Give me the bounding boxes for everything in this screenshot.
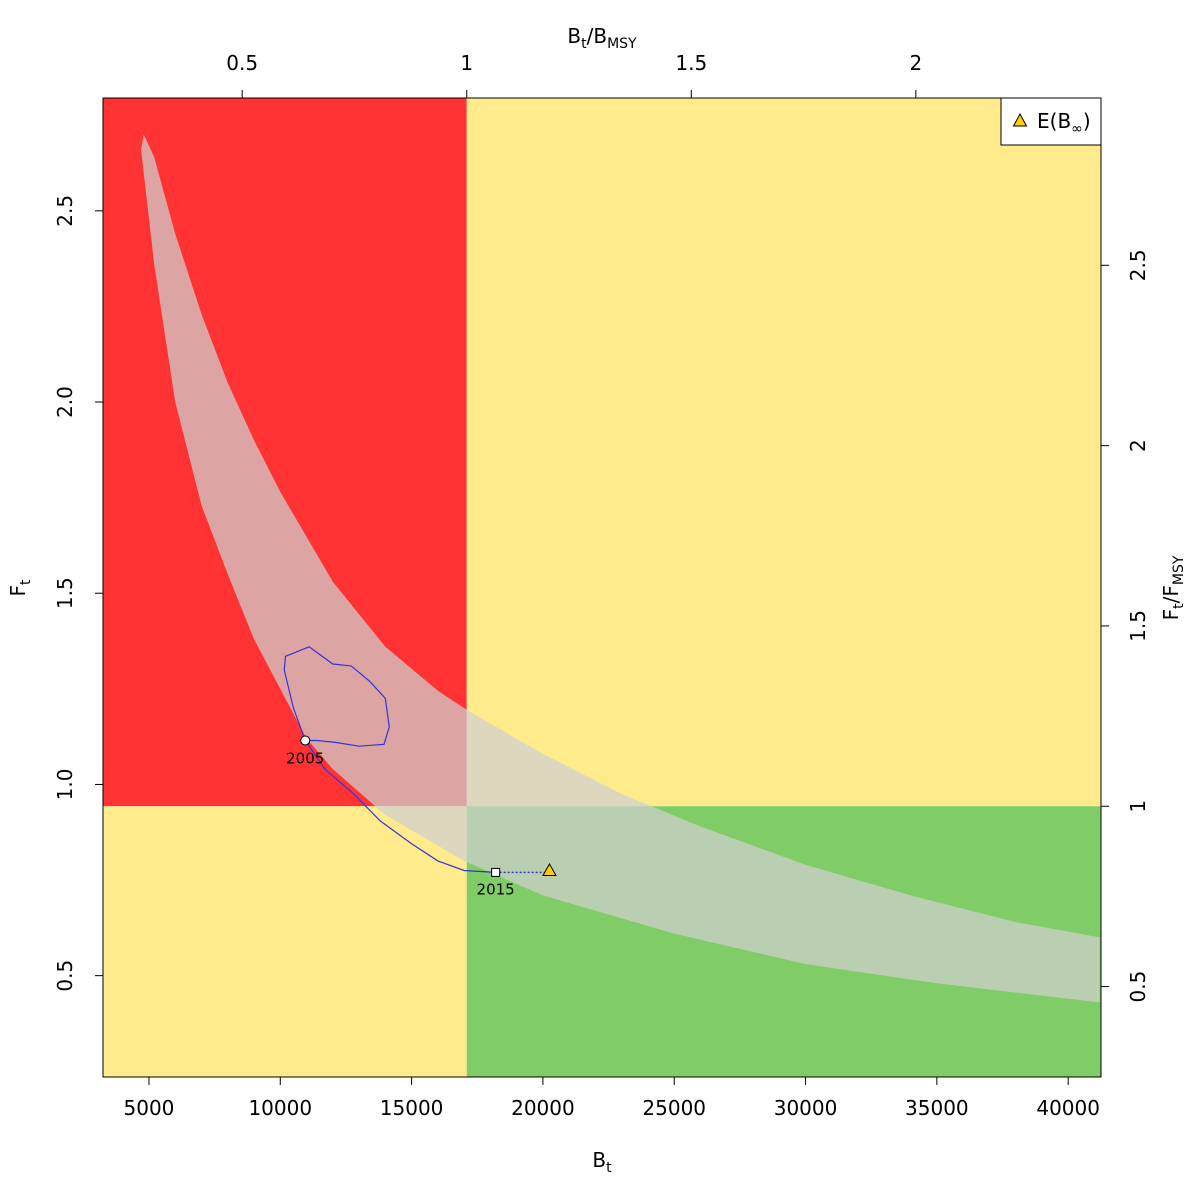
axes: 5000 10000 15000 20000 25000 30000 35000 40000 0… xyxy=(53,51,1150,1120)
y-tick-label: 1.5 xyxy=(53,577,77,609)
start-point xyxy=(300,735,311,746)
plot-frame xyxy=(102,97,1102,1078)
start-year-label: 2005 xyxy=(286,749,324,767)
confidence-region xyxy=(141,134,1100,1003)
top-axis-title: Bt/BMSY xyxy=(567,24,637,52)
right-tick-label: 2 xyxy=(1126,439,1150,452)
top-tick-label: 1 xyxy=(460,51,473,75)
x-tick-label: 25000 xyxy=(642,1096,706,1120)
right-tick-label: 1.5 xyxy=(1126,610,1150,642)
x-tick-label: 15000 xyxy=(380,1096,444,1120)
x-tick-label: 5000 xyxy=(124,1096,175,1120)
end-year-label: 2015 xyxy=(477,880,515,898)
y-axis-title: Ft xyxy=(6,579,34,597)
legend-label: E(B∞) xyxy=(1037,109,1091,137)
top-tick-label: 2 xyxy=(909,51,922,75)
right-tick-label: 1 xyxy=(1126,800,1150,813)
top-tick-label: 1.5 xyxy=(675,51,707,75)
top-tick-label: 0.5 xyxy=(226,51,258,75)
right-axis-title: Ft/FMSY xyxy=(1159,555,1187,620)
y-tick-label: 2.5 xyxy=(53,195,77,227)
y-tick-label: 2.0 xyxy=(53,386,77,418)
legend: E(B∞) xyxy=(1000,97,1102,146)
x-tick-label: 40000 xyxy=(1036,1096,1100,1120)
confidence-ellipse xyxy=(283,646,390,747)
x-tick-label: 30000 xyxy=(774,1096,838,1120)
x-tick-label: 10000 xyxy=(248,1096,312,1120)
right-tick-label: 0.5 xyxy=(1126,971,1150,1003)
zone-yellow-top xyxy=(466,98,1101,807)
end-point xyxy=(491,867,501,877)
x-tick-label: 20000 xyxy=(511,1096,575,1120)
y-tick-label: 0.5 xyxy=(53,960,77,992)
trajectory-line xyxy=(304,740,496,874)
plot-area: 2005 2015 xyxy=(103,98,1101,1077)
y-tick-label: 1.0 xyxy=(53,769,77,801)
right-tick-label: 2.5 xyxy=(1126,249,1150,281)
x-tick-label: 35000 xyxy=(905,1096,969,1120)
zone-yellow-bottom xyxy=(103,806,467,1077)
x-axis-title: Bt xyxy=(592,1148,612,1176)
legend-triangle-icon xyxy=(1012,112,1028,127)
equilibrium-marker xyxy=(542,862,557,876)
